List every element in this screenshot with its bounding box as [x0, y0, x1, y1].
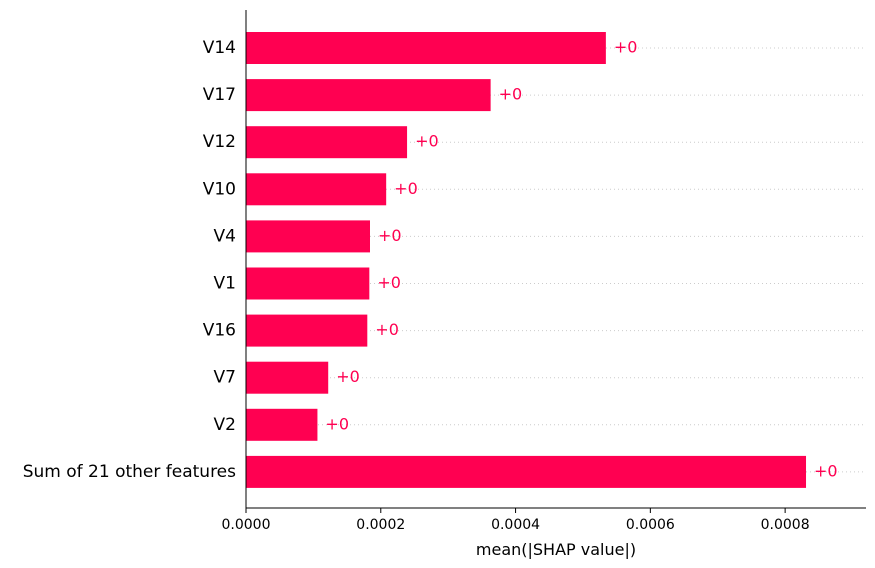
bar — [246, 455, 807, 488]
value-label: +0 — [336, 367, 360, 386]
feature-label: V16 — [203, 321, 236, 341]
label-layer: V14 +0 V17 +0 V12 +0 V10 +0 V4 +0 V1 +0 V16 +0 V7 +0 V2 +… — [23, 38, 838, 534]
bar — [246, 79, 491, 112]
value-label: +0 — [378, 226, 402, 245]
bar — [246, 126, 408, 159]
x-tick-label: 0.0000 — [222, 517, 271, 533]
value-label: +0 — [415, 132, 439, 151]
feature-label: V17 — [203, 85, 236, 105]
bar — [246, 408, 318, 441]
grid-layer — [246, 47, 866, 473]
bar — [246, 32, 606, 64]
feature-label: V12 — [203, 132, 236, 152]
x-tick-label: 0.0002 — [356, 517, 405, 533]
bar — [246, 267, 370, 300]
feature-label: V4 — [214, 226, 236, 246]
bar-layer — [246, 32, 807, 488]
axis-layer — [245, 10, 866, 509]
value-label: +0 — [614, 38, 638, 57]
x-tick-label: 0.0008 — [761, 517, 810, 533]
feature-label: V1 — [214, 274, 236, 294]
x-tick-label: 0.0006 — [626, 517, 675, 533]
feature-label: V10 — [203, 179, 236, 199]
feature-label: Sum of 21 other features — [23, 462, 236, 482]
bar — [246, 173, 387, 206]
feature-label: V7 — [214, 368, 236, 388]
value-label: +0 — [394, 179, 418, 198]
bar — [246, 314, 368, 347]
x-tick-label: 0.0004 — [491, 517, 540, 533]
bar — [246, 361, 329, 394]
value-label: +0 — [814, 461, 838, 480]
value-label: +0 — [377, 273, 401, 292]
value-label: +0 — [499, 85, 523, 104]
feature-label: V2 — [214, 415, 236, 435]
value-label: +0 — [325, 414, 349, 433]
value-label: +0 — [375, 320, 399, 339]
bar — [246, 220, 370, 253]
feature-label: V14 — [203, 38, 236, 58]
x-axis-title: mean(|SHAP value|) — [476, 540, 636, 559]
